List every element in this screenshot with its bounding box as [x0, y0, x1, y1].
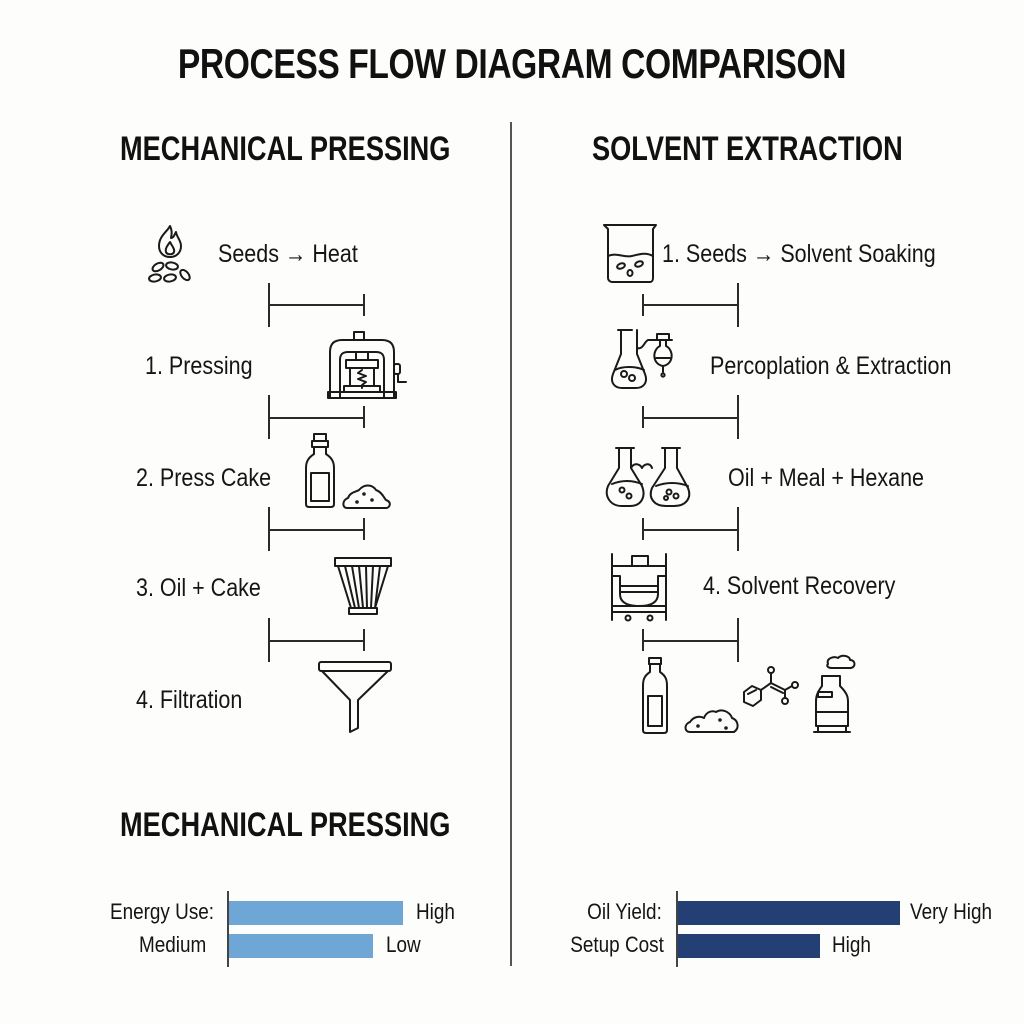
- bar-energy-use: [229, 901, 403, 925]
- solv-step-2-label: Percoplation & Extraction: [710, 352, 952, 380]
- bar-label: Setup Cost: [570, 932, 664, 957]
- chart-axis: [227, 891, 229, 967]
- bar-label: Oil Yield:: [587, 899, 662, 924]
- bar-oil-yield: [678, 901, 900, 925]
- mech-step-0-label: Seeds → Heat: [218, 240, 358, 268]
- solvent-heading: SOLVENT EXTRACTION: [592, 130, 903, 168]
- page-title: PROCESS FLOW DIAGRAM COMPARISON: [177, 40, 847, 87]
- bar-medium: [229, 934, 373, 958]
- solv-step-4-label: 4. Solvent Recovery: [703, 572, 896, 600]
- mech-step-2-label: 2. Press Cake: [136, 464, 272, 492]
- products-icon: [640, 650, 870, 736]
- twin-flasks-icon: [604, 444, 698, 510]
- mech-step-3-label: 3. Oil + Cake: [136, 574, 261, 602]
- funnel-icon: [316, 660, 394, 734]
- bar-label: Medium: [138, 932, 206, 957]
- comparison-heading: MECHANICAL PRESSING: [120, 806, 451, 844]
- solv-step-3-label: Oil + Meal + Hexane: [728, 464, 924, 492]
- flame-seeds-icon: [145, 222, 195, 288]
- chart-axis: [676, 891, 678, 967]
- mech-step-4-label: 4. Filtration: [136, 686, 243, 714]
- mechanical-heading: MECHANICAL PRESSING: [120, 130, 451, 168]
- beaker-icon: [602, 222, 660, 284]
- bar-label: Energy Use:: [109, 899, 214, 924]
- oil-bottle-cake-icon: [302, 432, 412, 510]
- center-divider: [510, 122, 512, 966]
- bar-setup-cost: [678, 934, 820, 958]
- bar-value-label: Very High: [910, 899, 993, 924]
- mech-step-1-label: 1. Pressing: [145, 352, 253, 380]
- press-machine-icon: [326, 330, 412, 402]
- flask-separator-icon: [610, 326, 692, 402]
- bar-value-label: Low: [386, 932, 421, 957]
- bar-value-label: High: [416, 899, 455, 924]
- evaporator-icon: [610, 552, 670, 624]
- filter-cartridge-icon: [333, 556, 395, 616]
- bar-value-label: High: [832, 932, 871, 957]
- solv-step-1-label: 1. Seeds → Solvent Soaking: [662, 240, 936, 268]
